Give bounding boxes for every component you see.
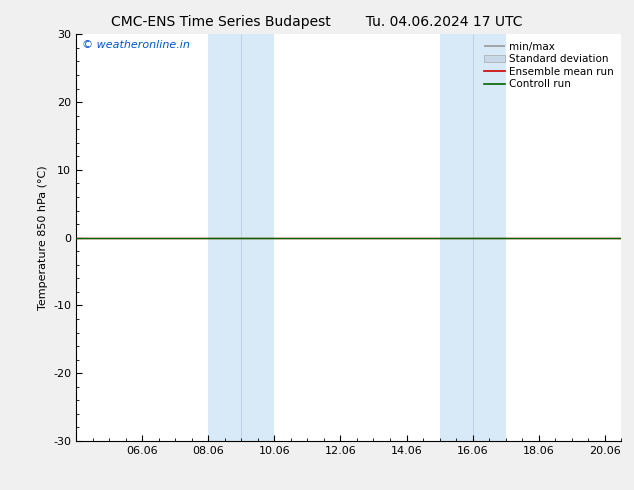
Text: © weatheronline.in: © weatheronline.in [82,40,190,50]
Y-axis label: Temperature 850 hPa (°C): Temperature 850 hPa (°C) [37,165,48,310]
Bar [208,34,275,441]
Text: CMC-ENS Time Series Budapest        Tu. 04.06.2024 17 UTC: CMC-ENS Time Series Budapest Tu. 04.06.2… [111,15,523,29]
Legend: min/max, Standard deviation, Ensemble mean run, Controll run: min/max, Standard deviation, Ensemble me… [482,40,616,92]
Bar [439,34,506,441]
